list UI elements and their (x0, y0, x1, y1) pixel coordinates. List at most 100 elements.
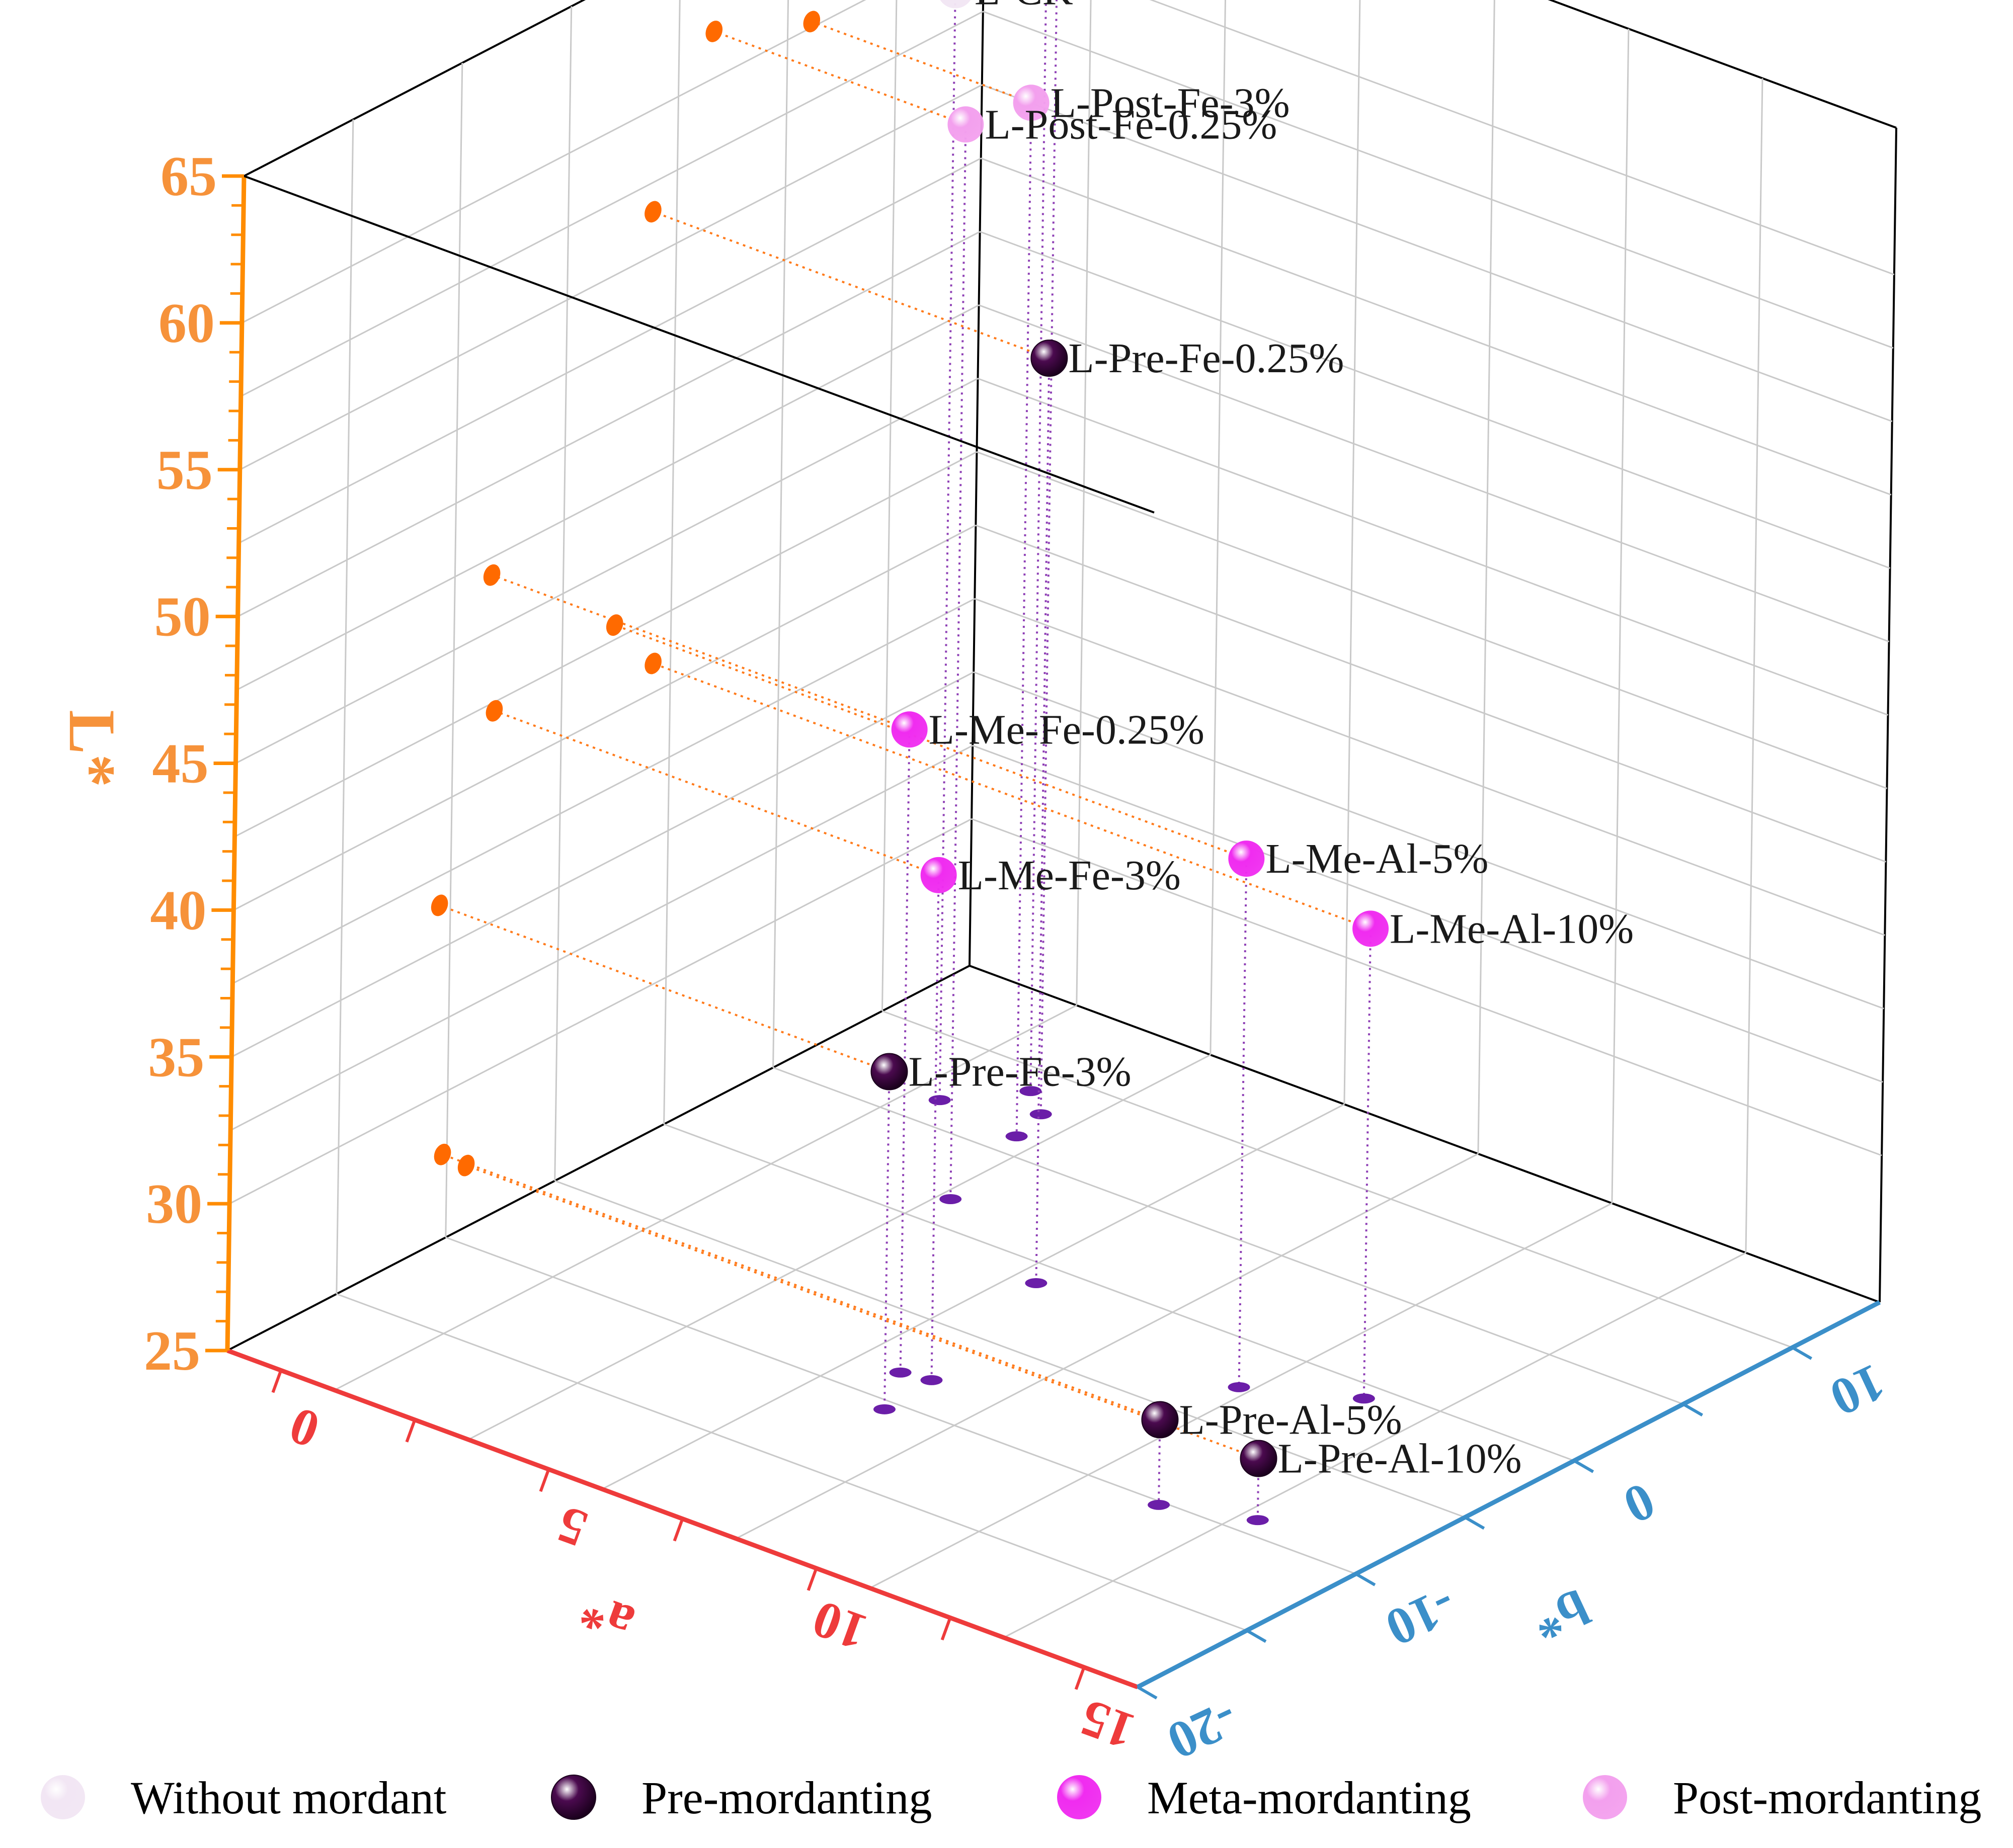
tick-mark (1137, 1686, 1158, 1700)
drop-line (938, 0, 956, 1101)
grid-line (238, 157, 982, 544)
point-label: L-Post-Fe-3% (1051, 79, 1290, 126)
drop-line (883, 1071, 891, 1409)
legend-item: Without mordant (41, 1772, 447, 1823)
l-tick-label: 25 (144, 1320, 200, 1382)
legend-marker (41, 1775, 85, 1819)
point-label: L-Pre-Al-10% (1277, 1436, 1521, 1482)
point-marker (920, 857, 957, 893)
legend-label: Pre-mordanting (641, 1772, 932, 1823)
wall-projection-line (494, 710, 939, 876)
tick-mark (940, 1617, 952, 1641)
legend-item: Pre-mordanting (551, 1772, 932, 1823)
grid-line (230, 744, 973, 1131)
wall-projection-point (645, 652, 662, 675)
drop-line (949, 124, 967, 1199)
tick-mark (673, 1518, 684, 1542)
point-marker (1030, 340, 1068, 377)
point-marker (947, 106, 984, 143)
grid-line (602, 1104, 1345, 1490)
b-tick-label: -10 (1377, 1575, 1465, 1657)
data-point: L-Post-Fe-3% (1013, 79, 1290, 126)
drop-line (1039, 0, 1058, 1115)
grid-line (974, 598, 1885, 936)
projection-lines (431, 0, 1375, 1526)
legend-label: Post-mordanting (1673, 1772, 1981, 1823)
grid-line (772, 0, 789, 1068)
floor-shadow (889, 1367, 912, 1378)
tick-mark (1464, 1516, 1485, 1530)
grid-line (972, 744, 1883, 1083)
tick-mark (1682, 1402, 1704, 1417)
point-marker (1352, 910, 1389, 947)
wall-projection-point (434, 1143, 451, 1165)
data-point: L-Post-Fe-0.25% (947, 101, 1277, 148)
floor-shadow (873, 1404, 896, 1414)
point-marker (1228, 841, 1265, 877)
point-label: L-Me-Al-5% (1265, 835, 1488, 882)
data-point: L-Me-Al-10% (1352, 905, 1634, 952)
a-tick-label: 0 (282, 1396, 327, 1459)
legend-marker (1057, 1775, 1101, 1819)
drop-line (899, 729, 911, 1373)
l-tick-label: 60 (158, 292, 215, 355)
grid-line (236, 304, 980, 691)
grid-line (973, 671, 1884, 1010)
b-tick-label: 10 (1822, 1353, 1894, 1427)
l-tick-label: 55 (156, 439, 213, 501)
floor-shadow (920, 1375, 943, 1385)
floor-shadow (1352, 1393, 1375, 1404)
tick-mark (1355, 1572, 1376, 1586)
drop-line (1035, 358, 1051, 1283)
grid-line (1003, 1252, 1746, 1638)
grid-line (445, 1236, 1356, 1575)
point-marker (940, 0, 971, 9)
grid-line (977, 378, 1889, 716)
data-point: L-Me-Fe-0.25% (891, 706, 1204, 753)
box-frame-edge (969, 965, 1880, 1303)
grid-line (664, 1123, 1575, 1462)
drop-line (1015, 103, 1032, 1137)
floor-shadow (1019, 1086, 1042, 1097)
wall-projection-point (457, 1154, 475, 1177)
drop-line (1029, 0, 1047, 1091)
grid-line (773, 1067, 1684, 1405)
grid-line (554, 1180, 1466, 1518)
box-frame-edge (244, 0, 586, 177)
point-marker (870, 1053, 908, 1090)
b-tick-label: -20 (1159, 1689, 1247, 1771)
grid-line (663, 0, 681, 1125)
tick-mark (807, 1567, 818, 1591)
grid-line (240, 11, 984, 397)
point-label: L-CK (975, 0, 1073, 14)
floor-shadow (1246, 1515, 1269, 1526)
tick-mark (271, 1370, 283, 1393)
wall-projection-line (442, 1153, 1161, 1421)
tick-mark (1791, 1346, 1812, 1360)
grid-line (736, 1153, 1479, 1540)
grid-line (982, 84, 1893, 423)
l-axis-title: L* (55, 710, 129, 787)
l-tick-label: 65 (160, 145, 217, 208)
grid-line (232, 598, 976, 984)
legend-marker (1583, 1775, 1627, 1819)
wall-projection-point (645, 201, 662, 223)
wall-projection-point (803, 11, 821, 33)
a-tick-label: 10 (806, 1589, 874, 1662)
tick-mark (1573, 1459, 1594, 1473)
data-point: L-Me-Fe-3% (920, 852, 1181, 899)
b-tick-label: 0 (1616, 1471, 1664, 1535)
tick-mark (1074, 1666, 1086, 1690)
wall-projection-point (486, 700, 503, 722)
grid-line (979, 304, 1890, 642)
data-point: L-Me-Al-5% (1228, 835, 1489, 882)
l-tick-label: 30 (146, 1173, 202, 1235)
data-point: L-Pre-Al-5% (1141, 1397, 1402, 1444)
grid-line (975, 524, 1886, 863)
box-frame-edge (244, 175, 1155, 514)
wall-projection-point (483, 564, 501, 586)
b-axis-title: b* (1523, 1577, 1597, 1653)
floor-shadow (1029, 1109, 1052, 1120)
grid-line (971, 818, 1882, 1156)
